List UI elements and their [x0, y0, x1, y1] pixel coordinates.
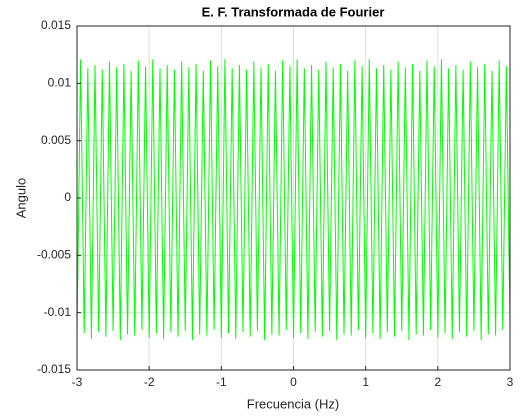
x-tick-label: -3 — [72, 375, 83, 389]
y-tick-label: -0.005 — [37, 248, 71, 262]
x-axis-label: Frecuencia (Hz) — [247, 396, 339, 411]
x-tick-label: 0 — [290, 375, 297, 389]
ticks: -3 -2 -1 0 1 2 3 -0.015 -0.01 -0.005 0 0.005 0.01 0.0… — [37, 18, 514, 389]
y-tick-label: 0.01 — [48, 76, 72, 90]
x-tick-label: 1 — [362, 375, 369, 389]
x-tick-label: 3 — [507, 375, 514, 389]
y-tick-label: -0.01 — [44, 305, 72, 319]
y-tick-label: 0.015 — [41, 18, 71, 32]
y-tick-label: 0.005 — [41, 133, 71, 147]
x-tick-label: -1 — [216, 375, 227, 389]
data-line — [77, 59, 510, 341]
y-axis-label: Angulo — [13, 178, 28, 218]
chart-title: E. F. Transformada de Fourier — [202, 4, 385, 19]
y-tick-label: 0 — [64, 190, 71, 204]
x-tick-label: -2 — [144, 375, 155, 389]
lines — [77, 59, 510, 341]
x-tick-label: 2 — [434, 375, 441, 389]
y-tick-label: -0.015 — [37, 362, 71, 376]
